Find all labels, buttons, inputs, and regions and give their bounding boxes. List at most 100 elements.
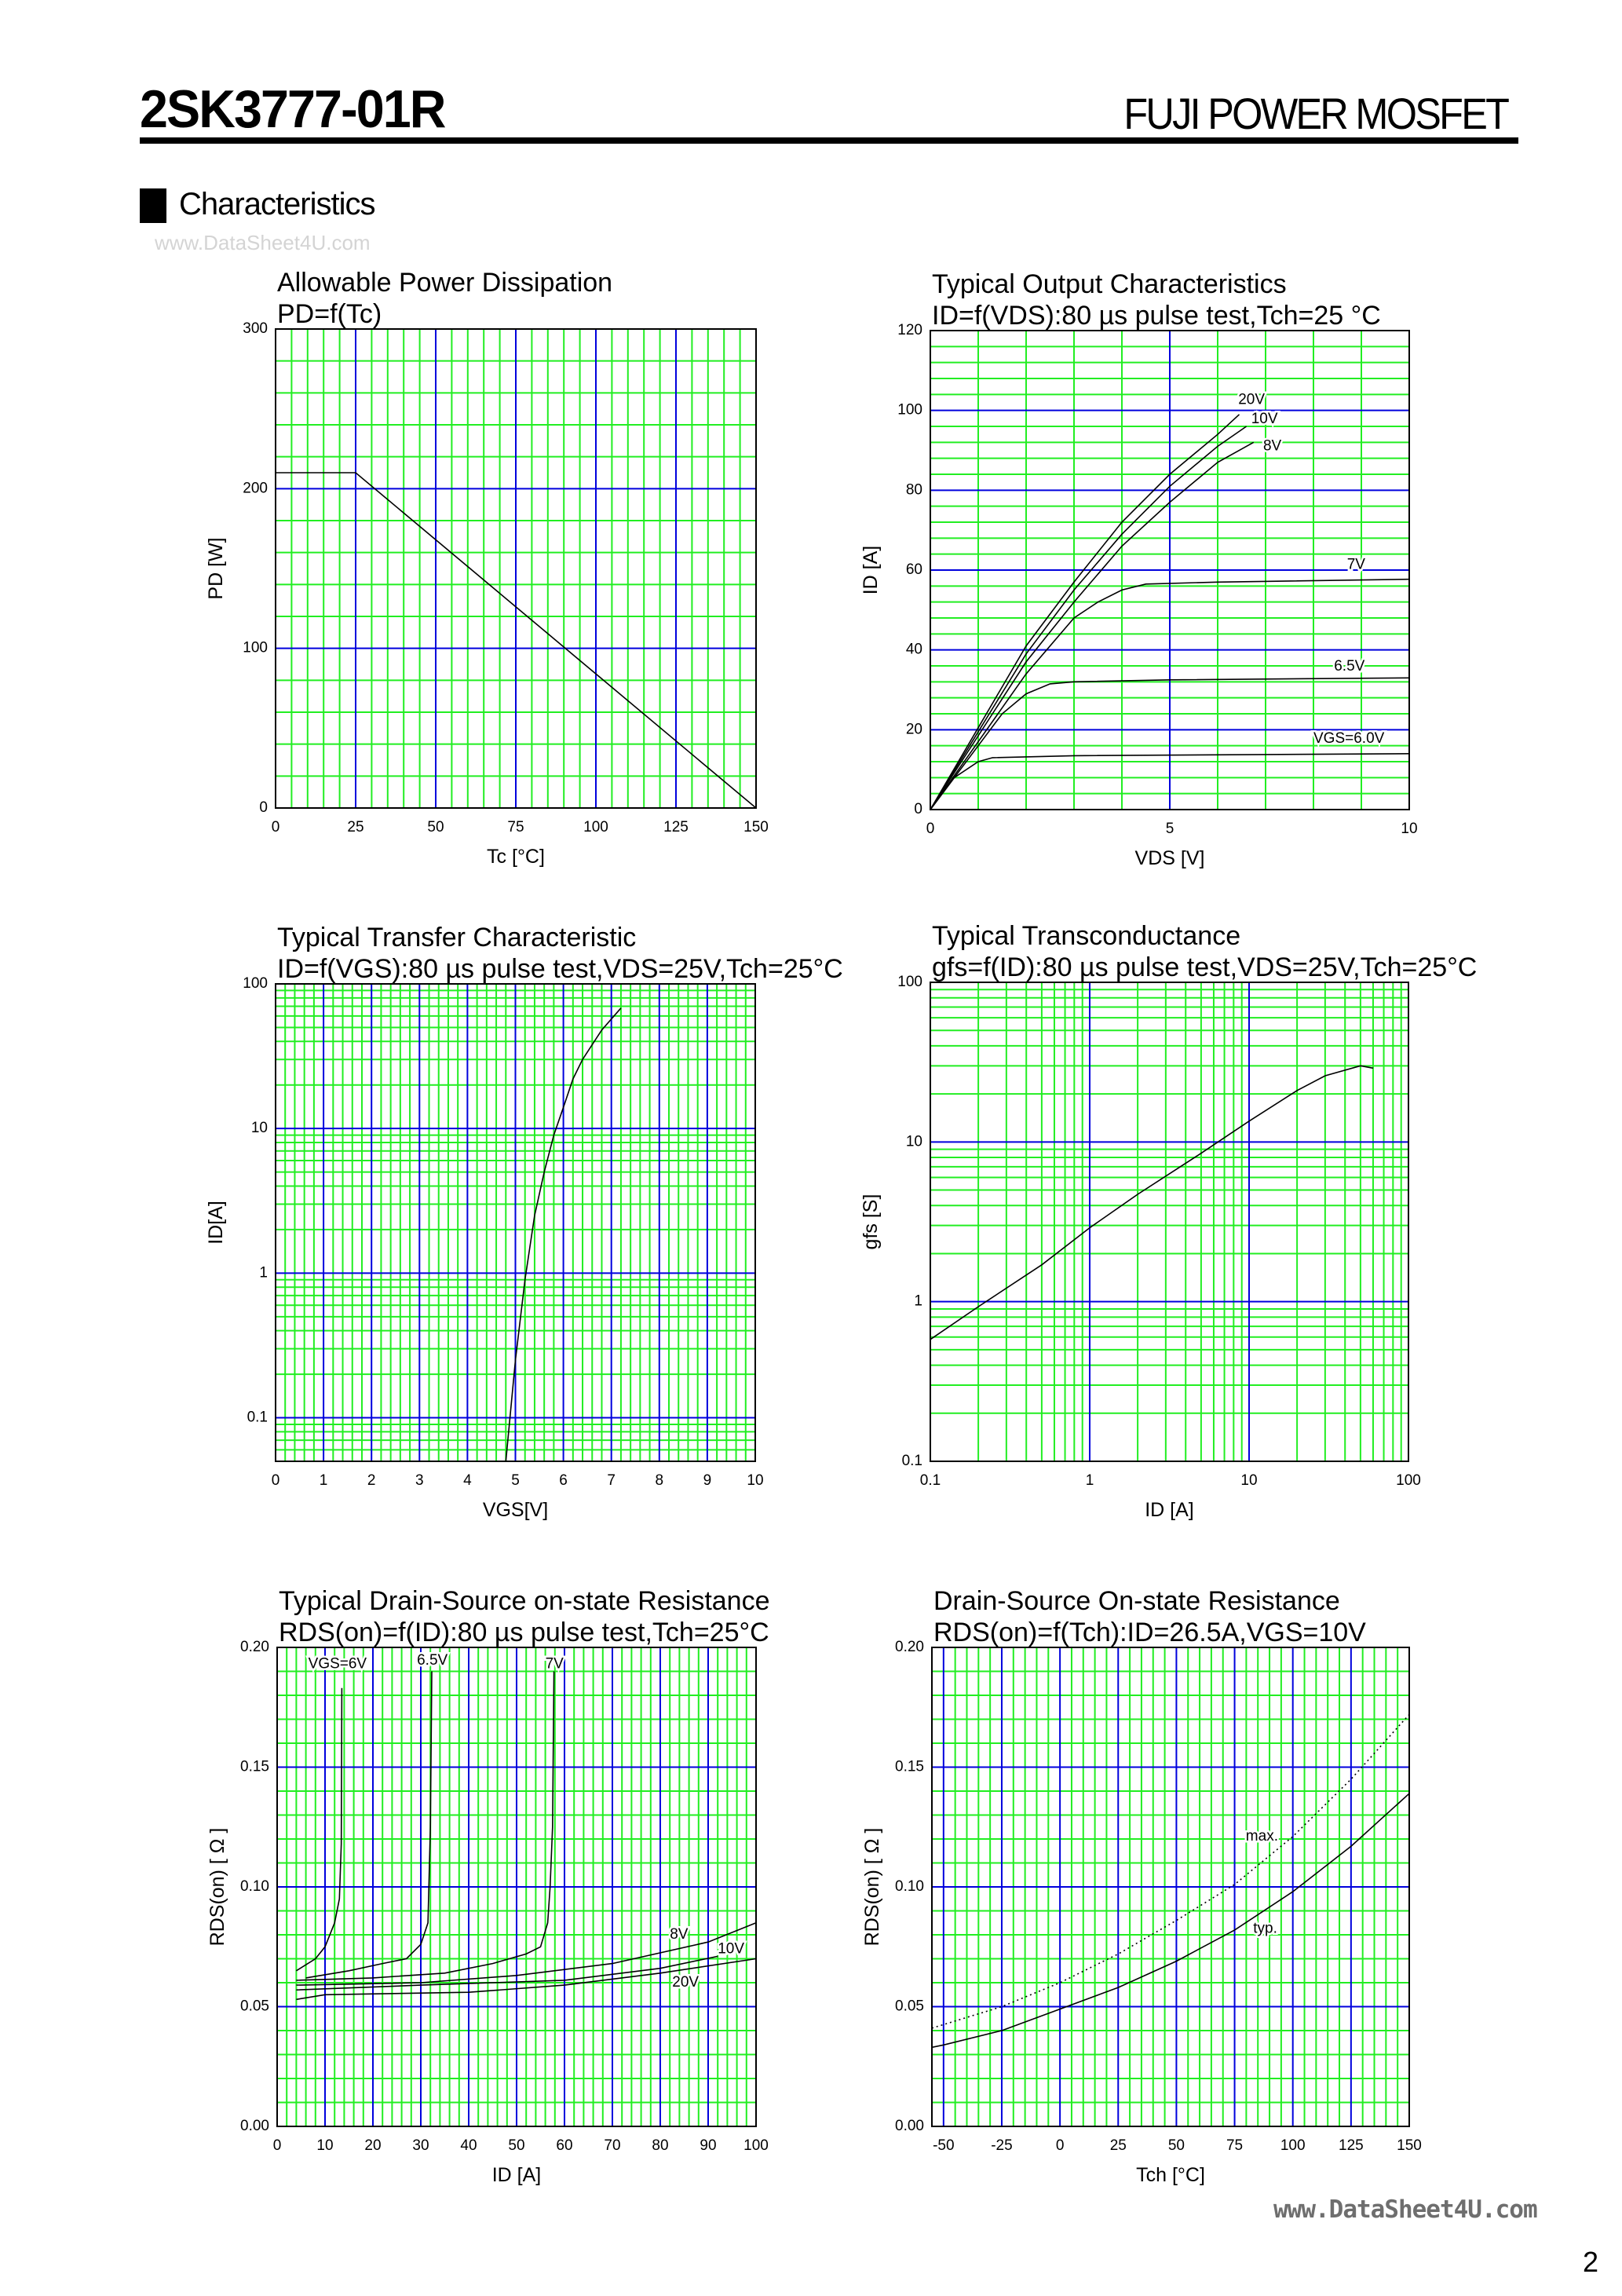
chart-title: Typical Drain-Source on-state Resistance: [279, 1586, 770, 1616]
y-tick-label: 0.00: [895, 2118, 924, 2134]
y-axis-label: ID [A]: [860, 546, 882, 595]
chart-title: Typical Transconductance: [932, 921, 1240, 951]
chart-subtitle: gfs=f(ID):80 µs pulse test,VDS=25V,Tch=2…: [932, 952, 1477, 982]
y-tick-label: 0.15: [240, 1759, 269, 1775]
y-tick-label: 200: [243, 480, 268, 496]
x-tick-label: 100: [583, 819, 608, 835]
x-tick-label: 0: [1056, 2137, 1065, 2154]
x-axis-label: ID [A]: [1145, 1499, 1194, 1521]
x-tick-label: 10: [1401, 821, 1417, 837]
series-line: [296, 1671, 555, 1981]
x-tick-label: 30: [412, 2137, 429, 2154]
header-rule: [140, 137, 1518, 144]
chart-title: Typical Output Characteristics: [932, 269, 1287, 299]
x-tick-label: 7: [607, 1472, 616, 1489]
y-axis-label: RDS(on) [ Ω ]: [861, 1828, 883, 1947]
y-tick-label: 0: [914, 801, 922, 817]
y-tick-label: 100: [897, 974, 922, 990]
x-tick-label: 60: [556, 2137, 572, 2154]
x-tick-label: 100: [1280, 2137, 1306, 2154]
x-tick-label: 10: [747, 1472, 763, 1489]
section-title: Characteristics: [179, 187, 376, 221]
series-line: [305, 1671, 433, 1979]
chart-6: max. typ. -50 -25 0 25 50 75 100 125 150 0.00 0.05 0.…: [861, 1586, 1422, 2186]
watermark-bottom: www.DataSheet4U.com: [1273, 2195, 1538, 2224]
x-tick-label: 125: [1339, 2137, 1364, 2154]
y-tick-label: 1: [914, 1293, 922, 1310]
section-marker: [140, 188, 166, 223]
chart-title: Typical Transfer Characteristic: [277, 923, 636, 952]
series-label: 8V: [1263, 437, 1282, 454]
x-tick-label: 4: [463, 1472, 472, 1489]
x-tick-label: 150: [743, 819, 769, 835]
series-line: [505, 1007, 622, 1462]
series-line: [930, 426, 1248, 810]
y-tick-label: 40: [906, 642, 922, 658]
x-tick-label: 40: [460, 2137, 477, 2154]
series-line: [296, 1922, 757, 1986]
x-tick-label: 100: [743, 2137, 769, 2154]
chart-subtitle: RDS(on)=f(ID):80 µs pulse test,Tch=25°C: [279, 1618, 769, 1647]
brand-title: FUJI POWER MOSFET: [1123, 89, 1510, 138]
y-axis-label: PD [W]: [205, 537, 227, 599]
series-line: [296, 1958, 757, 2001]
series-line: [930, 578, 1410, 810]
series-label: max.: [1246, 1828, 1278, 1844]
x-tick-label: 150: [1397, 2137, 1422, 2154]
series-label: 10V: [1251, 411, 1278, 427]
x-tick-label: 75: [1226, 2137, 1243, 2154]
part-number: 2SK3777-01R: [140, 79, 446, 139]
x-tick-label: 9: [703, 1472, 712, 1489]
y-tick-label: 20: [906, 721, 922, 737]
chart-3: 0 1 2 3 4 5 6 7 8 9 10 0.1 1 10 100 Typical Transfer Ch…: [205, 923, 843, 1521]
y-axis-label: ID[A]: [205, 1201, 227, 1245]
x-tick-label: 75: [507, 819, 524, 835]
series-label: 6.5V: [1334, 658, 1364, 675]
y-tick-label: 0: [259, 799, 268, 816]
plot-frame: [930, 982, 1409, 1462]
series-label: 8V: [670, 1926, 689, 1943]
y-tick-label: 0.05: [240, 1998, 269, 2015]
plot-frame: [275, 328, 757, 809]
series-line: [930, 441, 1255, 810]
x-tick-label: 70: [604, 2137, 620, 2154]
chart-subtitle: ID=f(VGS):80 µs pulse test,VDS=25V,Tch=2…: [277, 954, 843, 984]
series-line: [295, 1687, 343, 1972]
y-tick-label: 100: [243, 975, 268, 992]
series-label: 6.5V: [417, 1652, 448, 1669]
series-label: 20V: [1238, 391, 1265, 408]
plot-frame: [275, 983, 756, 1462]
y-tick-label: 300: [243, 320, 268, 337]
chart-title: Allowable Power Dissipation: [277, 268, 612, 298]
series-line: [930, 677, 1410, 810]
y-tick-label: 100: [897, 402, 922, 419]
series-label: VGS=6V: [309, 1655, 367, 1672]
x-tick-label: -25: [991, 2137, 1012, 2154]
x-tick-label: 10: [1240, 1472, 1257, 1489]
x-tick-label: 50: [427, 819, 444, 835]
y-tick-label: 1: [259, 1264, 268, 1281]
x-tick-label: 1: [1086, 1472, 1094, 1489]
series-label: 10V: [718, 1940, 744, 1957]
x-axis-label: ID [A]: [492, 2164, 542, 2186]
x-tick-label: 8: [656, 1472, 664, 1489]
x-tick-label: 5: [1166, 821, 1174, 837]
series-line: [931, 1793, 1410, 2049]
x-axis-label: Tc [°C]: [487, 846, 545, 868]
y-tick-label: 0.1: [247, 1409, 268, 1426]
series-line: [930, 1065, 1374, 1340]
chart-subtitle: ID=f(VDS):80 µs pulse test,Tch=25 °C: [932, 301, 1381, 331]
y-axis-label: RDS(on) [ Ω ]: [206, 1828, 228, 1947]
watermark-top: www.DataSheet4U.com: [155, 231, 371, 254]
plot-frame: [931, 1647, 1410, 2127]
y-tick-label: 10: [906, 1133, 922, 1150]
x-tick-label: 10: [316, 2137, 333, 2154]
series-line: [930, 753, 1410, 810]
y-tick-label: 0.20: [895, 1639, 924, 1655]
x-tick-label: 0: [273, 2137, 282, 2154]
x-axis-label: VGS[V]: [483, 1499, 548, 1521]
x-tick-label: 100: [1396, 1472, 1421, 1489]
chart-1: 0 25 50 75 100 125 150 0 100 200 300 Allowable Powe…: [205, 268, 769, 868]
y-tick-label: 100: [243, 640, 268, 656]
